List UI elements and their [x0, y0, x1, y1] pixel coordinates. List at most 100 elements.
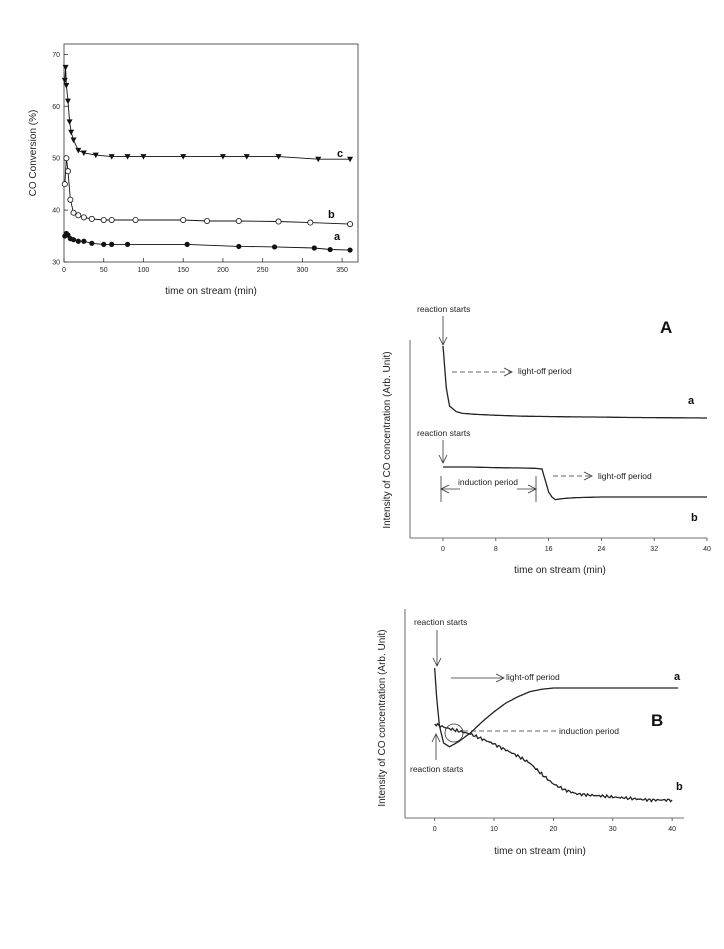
series-b-point — [88, 215, 95, 222]
series-c-point — [108, 154, 115, 160]
panel-a-arrow-lightoff-b — [553, 471, 593, 481]
y-tick-label: 30 — [52, 260, 60, 267]
series-a-point — [89, 240, 95, 246]
x-tick-label: 10 — [490, 826, 498, 833]
series-a-point — [311, 245, 317, 251]
panel-a-x-ticks: 0 8 16 24 32 40 — [441, 538, 711, 553]
x-tick-label: 30 — [609, 826, 617, 833]
panel-b-ann-reaction-starts-a: reaction starts — [414, 617, 467, 627]
chart1-series-label-b: b — [328, 209, 335, 221]
x-tick-label: 150 — [177, 267, 189, 274]
trace-a — [434, 667, 679, 748]
panel-a-arrow-reaction-starts-a — [438, 316, 448, 346]
series-a-point — [75, 238, 81, 244]
series-b-point — [275, 218, 282, 225]
x-tick-label: 40 — [703, 546, 711, 553]
series-b-point — [108, 216, 115, 223]
panel-b-ann-reaction-starts-b: reaction starts — [410, 764, 463, 774]
x-tick-label: 200 — [217, 267, 229, 274]
y-tick-label: 50 — [52, 156, 60, 163]
series-c-point — [315, 156, 322, 163]
series-b-point — [235, 217, 242, 224]
series-c-point — [243, 154, 250, 160]
chart1-x-ticks: 0 50 100 150 200 250 300 350 — [62, 258, 348, 274]
panel-b-series — [434, 667, 679, 803]
panel-a-y-axis-label: Intensity of CO concentration (Arb. Unit… — [382, 351, 393, 528]
series-b-point — [63, 155, 70, 162]
panel-b-induction-marker — [444, 723, 556, 743]
panel-b-arrow-reaction-starts-a — [432, 630, 442, 667]
series-b-point — [204, 217, 211, 224]
trace-b — [434, 722, 673, 803]
series-c-point — [347, 156, 354, 163]
series-a-point — [109, 241, 115, 247]
series-c-point — [124, 154, 131, 160]
x-tick-label: 32 — [650, 546, 658, 553]
x-tick-label: 350 — [336, 267, 348, 274]
series-a-point — [347, 247, 353, 253]
panel-a-ann-reaction-starts-b: reaction starts — [417, 428, 470, 438]
chart1-series — [61, 64, 354, 253]
series-c-point — [63, 83, 70, 89]
series-b-point — [307, 219, 314, 226]
series-c-point — [180, 154, 187, 160]
series-c-point — [64, 98, 71, 105]
panel-a-arrow-lightoff-a — [452, 367, 513, 377]
y-tick-label: 40 — [52, 208, 60, 215]
chart1-series-label-c: c — [337, 148, 343, 160]
x-tick-label: 40 — [668, 826, 676, 833]
chart1-series-label-a: a — [334, 231, 341, 243]
series-b-point — [132, 216, 139, 223]
trace-b — [443, 466, 707, 501]
series-a-point — [271, 244, 278, 250]
series-b-point — [61, 181, 68, 188]
y-tick-label: 60 — [52, 104, 60, 111]
panel-b-x-ticks: 0 10 20 30 40 — [433, 818, 676, 833]
x-tick-label: 0 — [441, 546, 445, 553]
series-c-point — [62, 64, 69, 71]
panel-a-x-axis-label: time on stream (min) — [514, 565, 606, 576]
x-tick-label: 8 — [494, 546, 498, 553]
series-c-point — [80, 150, 87, 156]
chart1-frame — [63, 43, 359, 263]
series-a-point — [236, 243, 242, 250]
panel-b-arrow-reaction-starts-b — [431, 733, 441, 760]
series-a-point — [70, 237, 77, 243]
series-b-point — [347, 221, 354, 228]
series-b-point — [80, 214, 87, 221]
series-b-point — [64, 168, 71, 175]
series-b-point — [100, 216, 107, 223]
series-c-point — [219, 154, 226, 160]
panel-a-ann-induction: induction period — [458, 477, 518, 487]
series-c-point — [70, 137, 77, 144]
x-tick-label: 300 — [297, 267, 309, 274]
chart1-x-axis-label: time on stream (min) — [165, 286, 257, 297]
panel-a-label: A — [660, 318, 672, 337]
x-tick-label: 100 — [138, 267, 150, 274]
series-a-point — [327, 246, 333, 253]
panel-b-series-label-b: b — [676, 781, 683, 793]
panel-b-ann-lightoff: light-off period — [506, 672, 560, 682]
panel-b-ann-induction: induction period — [559, 726, 619, 736]
panel-b-axes — [404, 609, 684, 819]
series-c-point — [66, 119, 73, 125]
series-b-point — [70, 209, 77, 216]
panel-b-series-label-a: a — [674, 671, 681, 683]
series-c-point — [68, 129, 75, 136]
x-tick-label: 50 — [100, 267, 108, 274]
panel-a-arrow-reaction-starts-b — [438, 440, 448, 464]
x-tick-label: 24 — [598, 546, 606, 553]
panel-a-series-label-b: b — [691, 512, 698, 524]
x-tick-label: 0 — [433, 826, 437, 833]
x-tick-label: 0 — [62, 267, 66, 274]
series-c-point — [140, 154, 147, 160]
x-tick-label: 250 — [257, 267, 269, 274]
panel-a-ann-reaction-starts-a: reaction starts — [417, 304, 470, 314]
series-c-point — [61, 77, 68, 84]
chart1-y-axis-label: CO Conversion (%) — [28, 110, 39, 197]
panel-a-ann-lightoff-b: light-off period — [598, 471, 652, 481]
series-c-point — [75, 147, 82, 154]
